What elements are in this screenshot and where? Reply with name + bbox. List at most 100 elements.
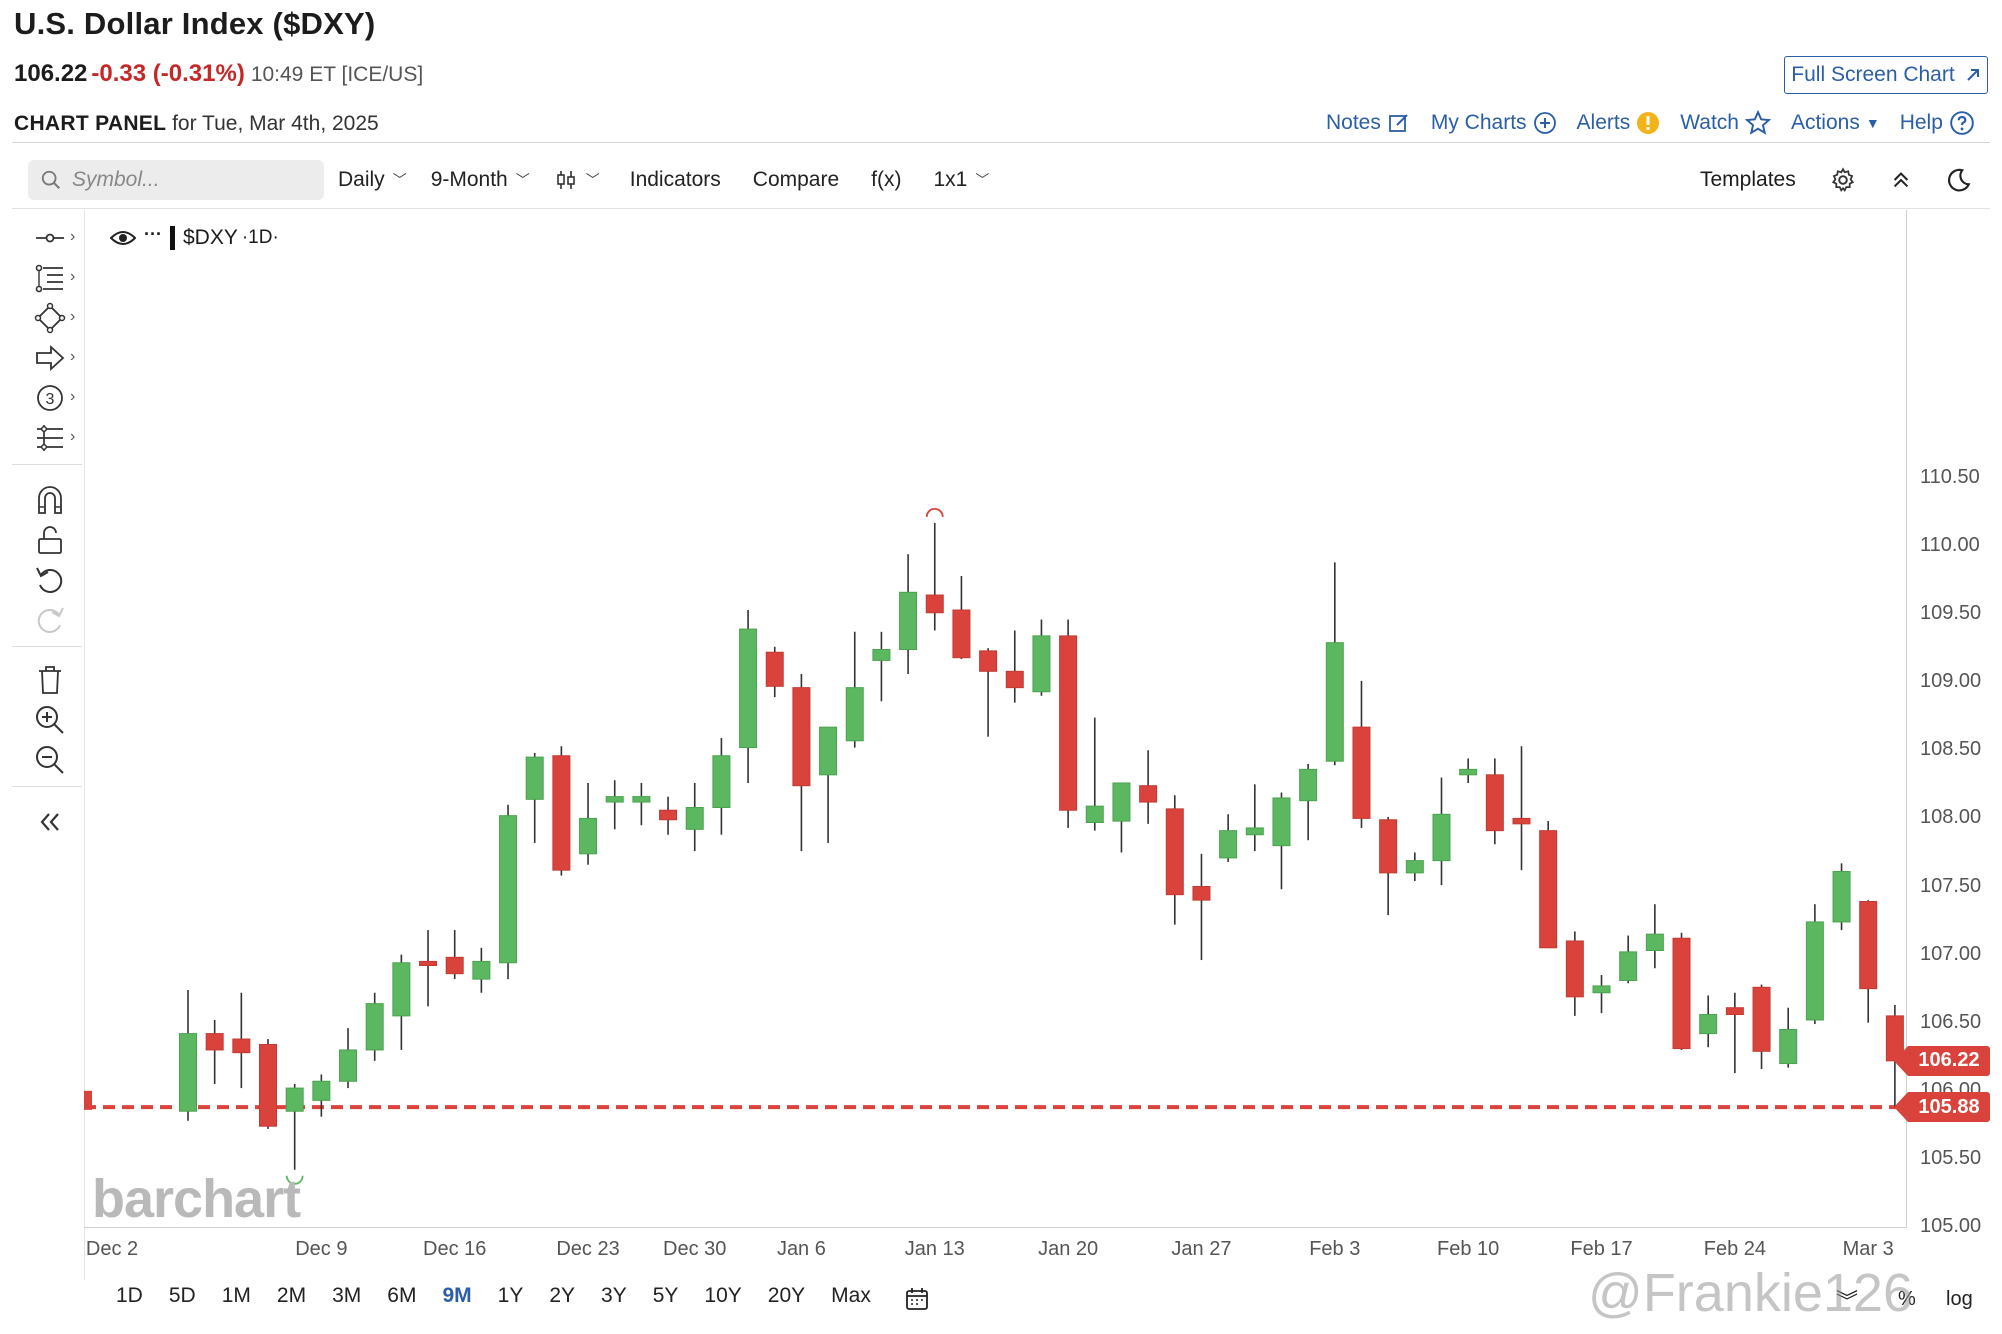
magnet-icon bbox=[38, 486, 62, 514]
function-label: f(x) bbox=[871, 168, 902, 191]
range-button-2y[interactable]: 2Y bbox=[549, 1284, 576, 1307]
compare-button[interactable]: Compare bbox=[753, 168, 839, 192]
period-select[interactable]: 9-Month ﹀ bbox=[431, 168, 530, 192]
range-button-1m[interactable]: 1M bbox=[221, 1284, 251, 1307]
chart-left-border bbox=[84, 210, 85, 1280]
function-button[interactable]: f(x) bbox=[871, 168, 901, 192]
dark-mode-moon-icon[interactable] bbox=[1946, 167, 1972, 193]
magnet-button[interactable] bbox=[30, 480, 70, 520]
range-button-2m[interactable]: 2M bbox=[276, 1284, 307, 1307]
percent-toggle[interactable]: % bbox=[1898, 1288, 1916, 1310]
collapse-sidebar-button[interactable] bbox=[30, 802, 70, 842]
range-button-max[interactable]: Max bbox=[831, 1284, 871, 1307]
header-divider bbox=[12, 142, 1990, 143]
arrow-tool-button[interactable] bbox=[30, 338, 70, 378]
candle-down bbox=[1139, 785, 1158, 803]
more-options-icon[interactable]: ··· bbox=[144, 223, 162, 244]
range-button-3y[interactable]: 3Y bbox=[601, 1284, 627, 1307]
collapse-up-icon[interactable] bbox=[1890, 169, 1912, 191]
symbol-search-input[interactable]: Symbol... bbox=[28, 160, 324, 200]
actions-menu[interactable]: Actions ▼ bbox=[1791, 111, 1880, 135]
lock-button[interactable] bbox=[30, 520, 70, 560]
candle-up bbox=[1245, 827, 1264, 836]
y-tick-label: 107.00 bbox=[1920, 942, 1982, 965]
layout-select[interactable]: 1x1 ﹀ bbox=[933, 168, 989, 192]
watch-link[interactable]: Watch bbox=[1680, 110, 1771, 136]
notes-link[interactable]: Notes bbox=[1326, 111, 1411, 135]
eye-icon[interactable] bbox=[110, 228, 136, 248]
x-tick-label: Jan 6 bbox=[776, 1238, 826, 1260]
my-charts-link[interactable]: My Charts bbox=[1431, 111, 1557, 135]
indicators-button[interactable]: Indicators bbox=[630, 168, 721, 192]
candle-down bbox=[1512, 817, 1531, 825]
templates-button[interactable]: Templates bbox=[1700, 168, 1796, 191]
watch-label: Watch bbox=[1680, 111, 1739, 134]
range-button-1d[interactable]: 1D bbox=[116, 1284, 143, 1307]
help-link[interactable]: Help bbox=[1900, 110, 1975, 136]
zoom-in-button[interactable] bbox=[30, 700, 70, 740]
candle-up bbox=[1325, 642, 1344, 762]
low-price-badge: 105.88 bbox=[1894, 1092, 1990, 1123]
range-button-9m[interactable]: 9M bbox=[442, 1284, 472, 1307]
candlestick-chart[interactable] bbox=[84, 210, 1906, 1228]
y-tick-label: 107.50 bbox=[1920, 874, 1982, 897]
line-tool-icon bbox=[36, 233, 64, 243]
delete-button[interactable] bbox=[30, 660, 70, 700]
candle-down bbox=[1565, 940, 1584, 998]
notes-label: Notes bbox=[1326, 111, 1381, 134]
candle-down bbox=[765, 651, 784, 687]
candle-down bbox=[1059, 635, 1078, 811]
candle-up bbox=[1085, 805, 1104, 823]
candle-down bbox=[1859, 900, 1878, 990]
interval-select[interactable]: Daily ﹀ bbox=[338, 168, 407, 192]
range-button-20y[interactable]: 20Y bbox=[767, 1284, 806, 1307]
range-button-3m[interactable]: 3M bbox=[332, 1284, 362, 1307]
alert-icon bbox=[1637, 112, 1660, 134]
range-button-10y[interactable]: 10Y bbox=[704, 1284, 742, 1307]
line-tool-button[interactable] bbox=[30, 218, 70, 258]
panel-date: for Tue, Mar 4th, 2025 bbox=[172, 112, 379, 135]
fib-tool-button[interactable] bbox=[30, 258, 70, 298]
y-tick-label: 105.00 bbox=[1920, 1215, 1982, 1237]
panel-label: CHART PANEL bbox=[14, 112, 167, 135]
chart-type-select[interactable]: ﹀ bbox=[554, 168, 600, 192]
redo-button[interactable] bbox=[30, 600, 70, 640]
help-icon bbox=[1950, 111, 1974, 135]
zoom-out-button[interactable] bbox=[30, 740, 70, 780]
full-screen-chart-button[interactable]: Full Screen Chart bbox=[1784, 56, 1988, 94]
chevron-right-icon[interactable]: › bbox=[70, 348, 76, 365]
chevron-right-icon[interactable]: › bbox=[70, 268, 76, 285]
arrow-right-icon bbox=[36, 344, 65, 372]
candle-up bbox=[1619, 951, 1638, 981]
calendar-icon[interactable] bbox=[904, 1286, 930, 1312]
external-arrow-icon bbox=[1966, 69, 1979, 81]
chevron-right-icon[interactable]: › bbox=[70, 428, 76, 445]
candle-down bbox=[1539, 830, 1558, 949]
candle-down bbox=[952, 609, 971, 659]
chevron-right-icon[interactable]: › bbox=[70, 228, 76, 245]
scroll-down-icon[interactable]: ︾ bbox=[1836, 1289, 1859, 1314]
x-tick-label: Dec 2 bbox=[85, 1238, 139, 1260]
candle-up bbox=[525, 756, 544, 800]
settings-gear-icon[interactable] bbox=[1830, 167, 1856, 193]
undo-button[interactable] bbox=[30, 560, 70, 600]
range-button-5y[interactable]: 5Y bbox=[652, 1284, 679, 1307]
candle-up bbox=[712, 755, 731, 809]
counter-tool-button[interactable]: 3 bbox=[30, 378, 70, 418]
x-tick-label: Feb 24 bbox=[1703, 1238, 1766, 1260]
measure-tool-button[interactable] bbox=[30, 418, 70, 458]
candle-up bbox=[632, 796, 651, 803]
candle-up bbox=[1405, 860, 1424, 874]
candle-up bbox=[365, 1003, 384, 1051]
x-tick-label: Dec 16 bbox=[423, 1238, 487, 1260]
shape-tool-button[interactable] bbox=[30, 298, 70, 338]
chevron-right-icon[interactable]: › bbox=[70, 308, 76, 325]
range-button-1y[interactable]: 1Y bbox=[497, 1284, 524, 1307]
compare-label: Compare bbox=[752, 168, 840, 191]
range-button-5d[interactable]: 5D bbox=[168, 1284, 196, 1307]
price-change: -0.33 (-0.31%) bbox=[91, 60, 245, 87]
range-button-6m[interactable]: 6M bbox=[387, 1284, 417, 1307]
alerts-link[interactable]: Alerts bbox=[1577, 111, 1661, 135]
log-toggle[interactable]: log bbox=[1946, 1288, 1973, 1310]
chevron-right-icon[interactable]: › bbox=[70, 388, 76, 405]
